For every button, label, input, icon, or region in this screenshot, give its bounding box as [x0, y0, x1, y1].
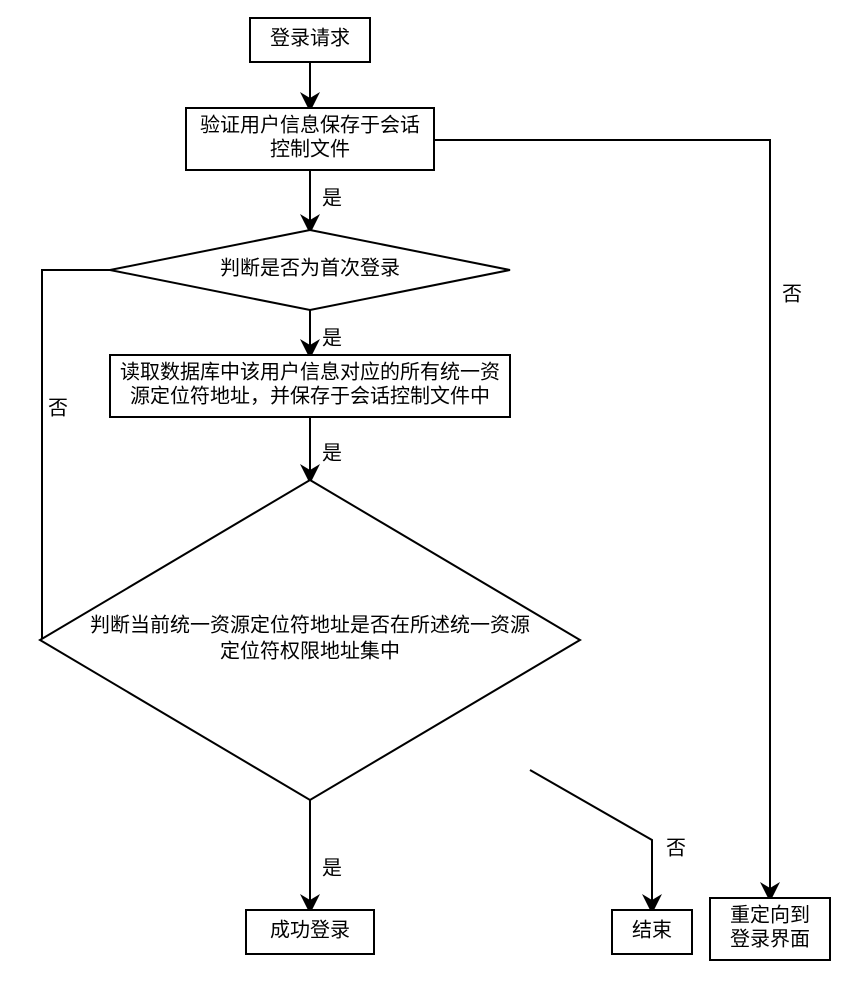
node-text: 登录界面 — [730, 928, 810, 951]
node-text: 控制文件 — [270, 138, 350, 161]
node-text: 验证用户信息保存于会话 — [200, 114, 420, 137]
edge — [434, 140, 770, 898]
edge — [42, 270, 110, 640]
node-text: 成功登录 — [270, 919, 350, 942]
node-text: 登录请求 — [270, 27, 350, 50]
nodes-layer: 登录请求验证用户信息保存于会话控制文件判断是否为首次登录读取数据库中该用户信息对… — [40, 18, 830, 960]
edge-label: 否 — [48, 398, 68, 420]
node-n3: 判断是否为首次登录 — [110, 230, 510, 310]
edge — [530, 770, 652, 910]
node-text: 定位符权限地址集中 — [220, 640, 400, 663]
node-n1: 登录请求 — [250, 18, 370, 62]
node-n8: 重定向到登录界面 — [710, 898, 830, 960]
node-text: 判断是否为首次登录 — [220, 257, 400, 280]
node-n4: 读取数据库中该用户信息对应的所有统一资源定位符地址，并保存于会话控制文件中 — [110, 355, 510, 417]
edge-label: 是 — [322, 858, 342, 880]
node-text: 重定向到 — [730, 904, 810, 927]
flowchart-canvas: 是否是否是是否 登录请求验证用户信息保存于会话控制文件判断是否为首次登录读取数据… — [0, 0, 843, 1000]
node-text: 判断当前统一资源定位符地址是否在所述统一资源 — [90, 614, 530, 637]
node-n2: 验证用户信息保存于会话控制文件 — [186, 108, 434, 170]
edges-layer: 是否是否是是否 — [42, 62, 802, 910]
node-text: 读取数据库中该用户信息对应的所有统一资 — [120, 361, 500, 384]
node-text: 结束 — [632, 919, 672, 942]
node-n6: 成功登录 — [246, 910, 374, 954]
edge-label: 是 — [322, 328, 342, 350]
edge-label: 是 — [322, 188, 342, 210]
edge-label: 否 — [666, 838, 686, 860]
node-n5: 判断当前统一资源定位符地址是否在所述统一资源定位符权限地址集中 — [40, 480, 580, 800]
node-n7: 结束 — [612, 910, 692, 954]
edge-label: 是 — [322, 443, 342, 465]
node-text: 源定位符地址，并保存于会话控制文件中 — [130, 385, 490, 408]
edge-label: 否 — [782, 284, 802, 306]
